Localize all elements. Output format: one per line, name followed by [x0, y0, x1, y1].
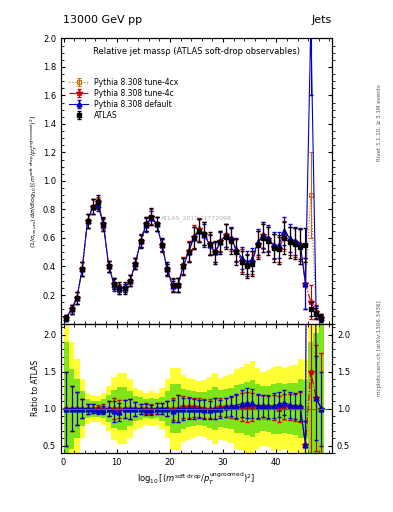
- Text: Rivet 3.1.10, ≥ 3.1M events: Rivet 3.1.10, ≥ 3.1M events: [377, 84, 382, 161]
- Text: ATLAS_2019_I1772098: ATLAS_2019_I1772098: [161, 215, 232, 221]
- Legend: Pythia 8.308 tune-4cx, Pythia 8.308 tune-4c, Pythia 8.308 default, ATLAS: Pythia 8.308 tune-4cx, Pythia 8.308 tune…: [68, 76, 180, 121]
- X-axis label: $\log_{10}[(m^{\rm soft\ drop}/p_T^{\rm ungroomed})^2]$: $\log_{10}[(m^{\rm soft\ drop}/p_T^{\rm …: [138, 471, 255, 487]
- Text: 13000 GeV pp: 13000 GeV pp: [63, 14, 142, 25]
- Text: Relative jet massρ (ATLAS soft-drop observables): Relative jet massρ (ATLAS soft-drop obse…: [93, 47, 300, 56]
- Text: mcplots.cern.ch [arXiv:1306.3436]: mcplots.cern.ch [arXiv:1306.3436]: [377, 301, 382, 396]
- Text: Jets: Jets: [311, 14, 331, 25]
- Y-axis label: $(1/\sigma_{\rm resum})\ d\sigma/d\log_{10}[(m^{\rm soft\ drop}/p_T^{\rm ungroom: $(1/\sigma_{\rm resum})\ d\sigma/d\log_{…: [29, 114, 40, 248]
- Y-axis label: Ratio to ATLAS: Ratio to ATLAS: [31, 360, 40, 416]
